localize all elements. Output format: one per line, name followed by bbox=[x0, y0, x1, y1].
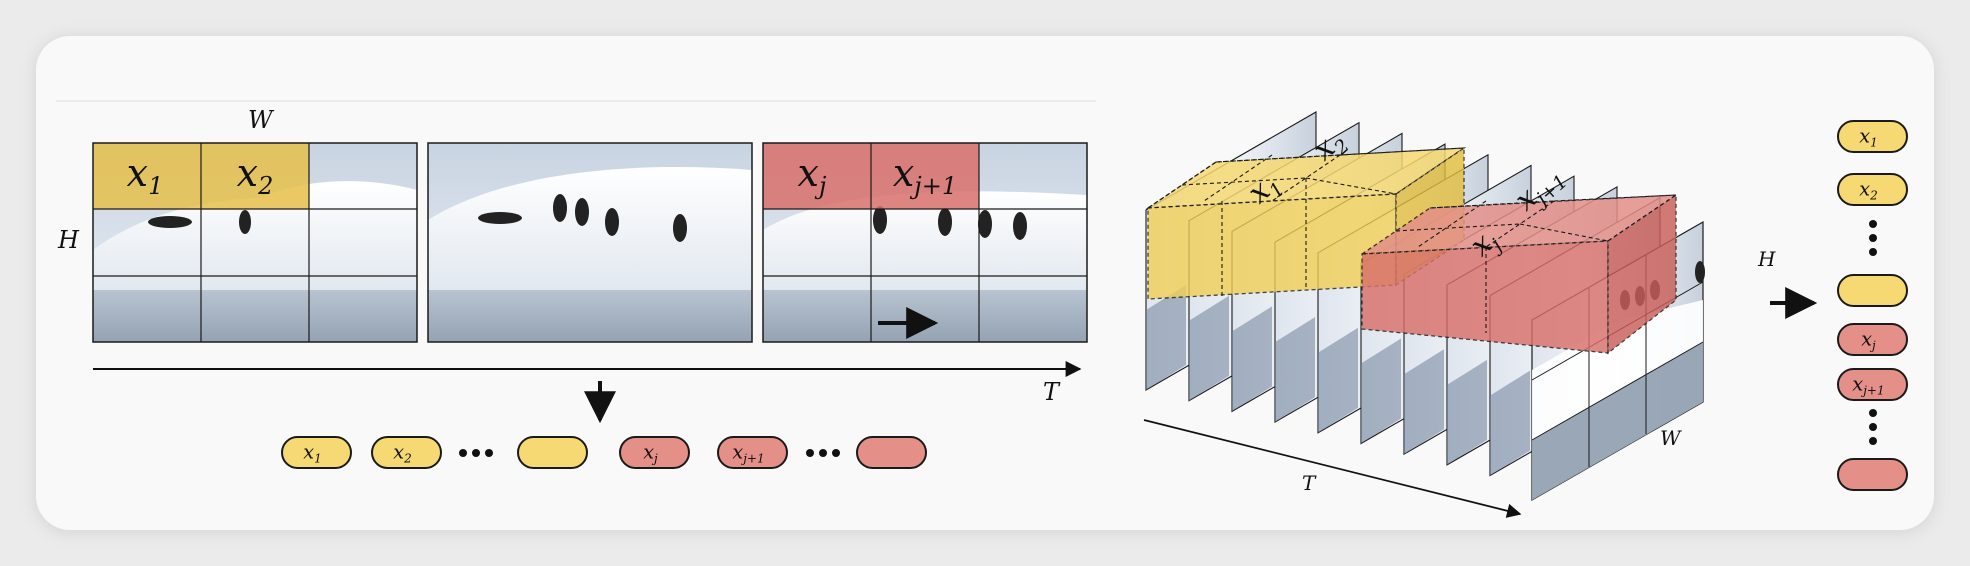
token-base: x bbox=[798, 151, 819, 195]
token-base: x bbox=[893, 151, 914, 195]
dot bbox=[1869, 423, 1877, 431]
ellipsis-dots bbox=[459, 449, 493, 457]
token-subscript: j+1 bbox=[1860, 384, 1884, 398]
red-tubelet bbox=[1359, 193, 1679, 355]
token-pill bbox=[1837, 458, 1908, 491]
dot bbox=[472, 449, 480, 457]
token-base: x bbox=[1859, 125, 1870, 148]
token-label: xj bbox=[1861, 328, 1876, 353]
dot bbox=[819, 449, 827, 457]
ellipsis-dots bbox=[1869, 220, 1877, 256]
token-subscript: 1 bbox=[314, 452, 322, 466]
token-subscript: 2 bbox=[1869, 189, 1878, 203]
token-pill bbox=[1837, 274, 1908, 307]
token-base: x bbox=[1859, 178, 1870, 201]
time-label: T bbox=[1043, 378, 1061, 406]
cube-width-label: W bbox=[1660, 426, 1682, 450]
token-subscript: j bbox=[651, 452, 658, 466]
video-frame-1 bbox=[92, 142, 418, 343]
token-pill bbox=[1837, 120, 1908, 153]
token-label: x1 bbox=[303, 441, 321, 466]
token-base: x bbox=[237, 151, 258, 195]
cube-height-label: H bbox=[1757, 247, 1776, 271]
token-label: xj+1 bbox=[732, 441, 764, 466]
token-label: x2 bbox=[237, 151, 274, 200]
token-pill bbox=[281, 436, 352, 469]
token-label: xj+1 bbox=[1508, 158, 1572, 221]
token-pill bbox=[619, 436, 690, 469]
token-pill bbox=[1837, 323, 1908, 356]
dot bbox=[459, 449, 467, 457]
width-label: W bbox=[248, 106, 275, 134]
token-label: x2 bbox=[393, 441, 411, 466]
left-token-sequence: x1 x2 xj xj+1 bbox=[281, 436, 927, 469]
cube-time-label: T bbox=[1302, 471, 1317, 495]
video-frame-3 bbox=[762, 142, 1088, 343]
token-label: xj+1 bbox=[1852, 373, 1884, 398]
token-base: x bbox=[1852, 373, 1863, 396]
token-subscript: 1 bbox=[1870, 136, 1878, 150]
token-pill bbox=[371, 436, 442, 469]
grid-token-labels: x1 x2 xj xj+1 bbox=[127, 151, 957, 200]
dot bbox=[1869, 409, 1877, 417]
yellow-tubelet bbox=[1145, 146, 1467, 300]
token-pill bbox=[517, 436, 588, 469]
ellipsis-dots bbox=[1869, 409, 1877, 445]
token-pill bbox=[1837, 173, 1908, 206]
dot bbox=[806, 449, 814, 457]
dot bbox=[1869, 234, 1877, 242]
token-base: x bbox=[1861, 328, 1872, 351]
token-pill bbox=[717, 436, 788, 469]
token-label: xj+1 bbox=[893, 151, 957, 200]
video-frame-2 bbox=[427, 142, 753, 343]
dot bbox=[1869, 437, 1877, 445]
token-label: xj bbox=[798, 151, 827, 200]
token-label: x2 bbox=[1859, 178, 1877, 203]
height-label: H bbox=[57, 226, 80, 254]
cube-time-arrow bbox=[1143, 419, 1522, 518]
token-base: x bbox=[127, 151, 148, 195]
token-label: x1 bbox=[127, 151, 164, 200]
token-subscript: j+1 bbox=[909, 172, 957, 200]
token-base: x bbox=[303, 441, 314, 464]
ellipsis-dots bbox=[806, 449, 840, 457]
token-base: x bbox=[393, 441, 404, 464]
dot bbox=[1869, 248, 1877, 256]
token-subscript: j+1 bbox=[740, 452, 764, 466]
token-subscript: 1 bbox=[148, 172, 163, 200]
token-base: x bbox=[732, 441, 743, 464]
token-subscript: j bbox=[1869, 339, 1876, 353]
token-label: xj bbox=[643, 441, 658, 466]
token-pill bbox=[856, 436, 927, 469]
dot bbox=[1869, 220, 1877, 228]
token-label: x1 bbox=[1859, 125, 1877, 150]
token-subscript: 2 bbox=[257, 172, 273, 200]
dot bbox=[485, 449, 493, 457]
token-pill bbox=[1837, 368, 1908, 401]
token-subscript: 2 bbox=[403, 452, 412, 466]
dot bbox=[832, 449, 840, 457]
token-base: x bbox=[643, 441, 654, 464]
